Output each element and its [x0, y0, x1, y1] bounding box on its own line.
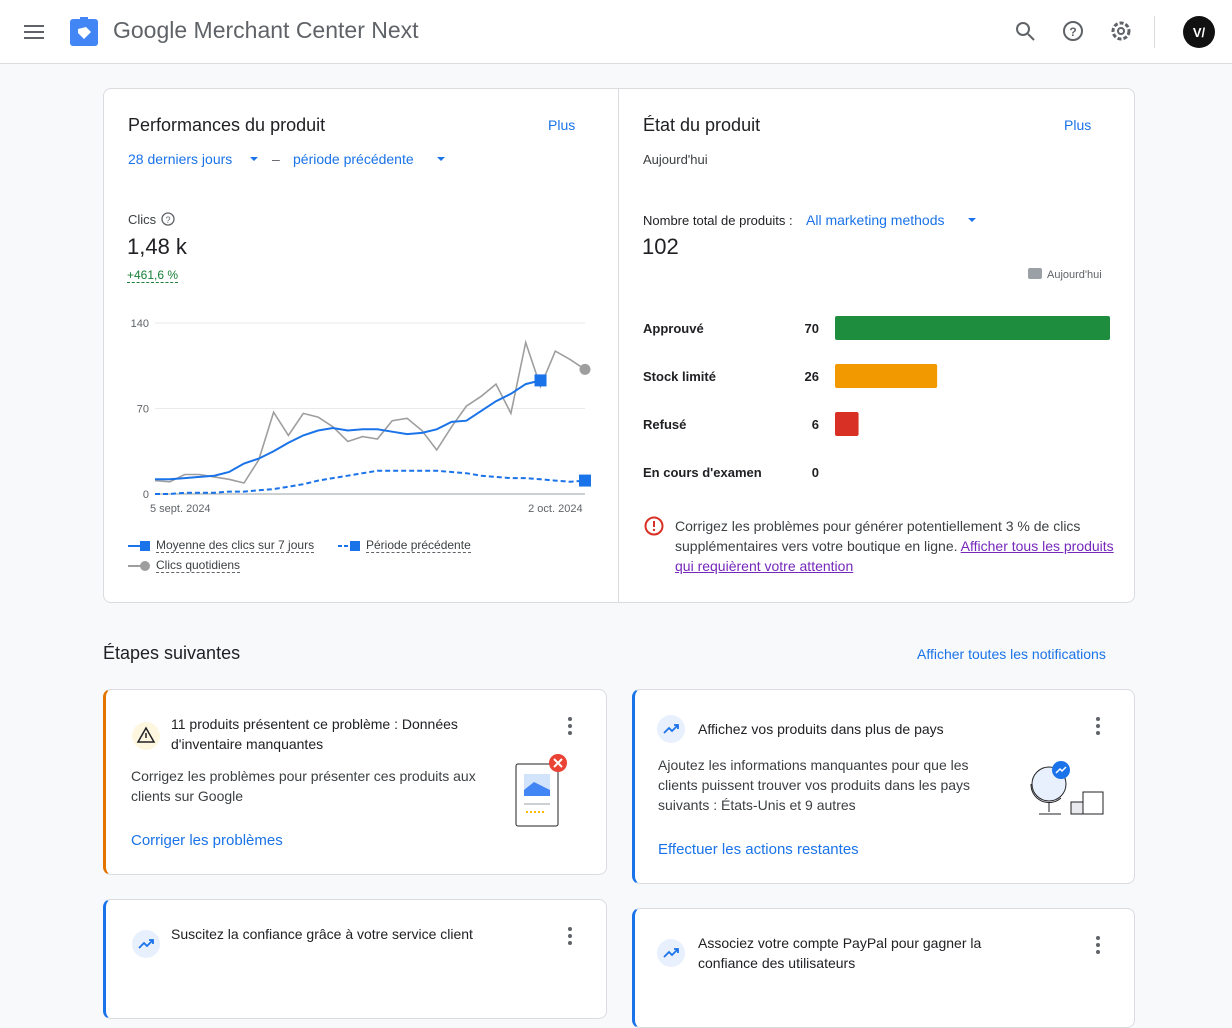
metric-value: 1,48 k — [127, 234, 187, 259]
legend-swatch — [128, 540, 150, 551]
separator: – — [272, 151, 280, 167]
svg-text:?: ? — [165, 215, 170, 225]
header: Google Merchant Center Next ? V/ — [0, 0, 1232, 64]
step-title: Suscitez la confiance grâce à votre serv… — [171, 926, 473, 942]
step-card: Suscitez la confiance grâce à votre serv… — [103, 899, 607, 1019]
date-label: Aujourd'hui — [643, 152, 708, 167]
legend-item[interactable]: Période précédente — [338, 538, 471, 553]
trend-icon — [657, 715, 685, 743]
step-action[interactable]: Corriger les problèmes — [131, 832, 283, 849]
svg-text:?: ? — [1069, 25, 1076, 39]
legend-label: Clics quotidiens — [156, 558, 241, 573]
kebab-menu[interactable] — [564, 926, 576, 946]
dropdown-arrow — [968, 218, 976, 222]
more-link[interactable]: Plus — [548, 117, 576, 133]
step-body: Corrigez les problèmes pour présenter ce… — [131, 768, 476, 804]
trend-icon — [132, 930, 160, 958]
legend-label: Moyenne des clics sur 7 jours — [156, 538, 315, 553]
more-link[interactable]: Plus — [1064, 117, 1092, 133]
legend-label: Période précédente — [366, 538, 471, 553]
metric-change: +461,6 % — [127, 268, 179, 283]
range-select[interactable]: 28 derniers jours — [128, 151, 233, 167]
legend-item[interactable]: Moyenne des clics sur 7 jours — [128, 538, 315, 553]
divider — [1154, 16, 1155, 48]
error-icon — [644, 516, 664, 536]
metric-label: Clics — [128, 212, 157, 227]
total-value: 102 — [642, 234, 679, 259]
swatch-marker — [140, 540, 150, 551]
alert-text: Corrigez les problèmes pour générer pote… — [675, 518, 1081, 554]
step-title: Associez votre compte PayPal pour gagner… — [698, 935, 982, 971]
step-card: 11 produits présentent ce problème : Don… — [103, 689, 607, 875]
app-title: Google Merchant Center Next — [113, 17, 419, 43]
section-title: Étapes suivantes — [103, 643, 241, 663]
illustration — [1030, 761, 1104, 815]
compare-select[interactable]: période précédente — [293, 151, 414, 167]
total-label: Nombre total de produits : — [643, 213, 793, 228]
alert-link[interactable]: Afficher tous les produits qui requièren… — [675, 538, 1114, 574]
filter-select[interactable]: All marketing methods — [806, 212, 945, 228]
step-card: Associez votre compte PayPal pour gagner… — [632, 908, 1135, 1028]
card-title: Performances du produit — [128, 115, 326, 135]
step-card: Affichez vos produits dans plus de pays … — [632, 689, 1135, 884]
step-title: 11 produits présentent ce problème : Don… — [171, 716, 458, 752]
step-title: Affichez vos produits dans plus de pays — [698, 721, 944, 737]
kebab-menu[interactable] — [564, 716, 576, 736]
kebab-menu[interactable] — [1092, 935, 1104, 955]
notifications-link[interactable]: Afficher toutes les notifications — [917, 646, 1106, 662]
warning-icon — [132, 722, 160, 750]
avatar[interactable]: V/ — [1182, 15, 1216, 49]
legend-swatch — [338, 540, 360, 551]
illustration — [515, 754, 567, 827]
step-action[interactable]: Effectuer les actions restantes — [658, 841, 859, 858]
help-icon[interactable]: ? — [1061, 19, 1087, 45]
swatch-marker — [140, 560, 150, 571]
dropdown-arrow — [250, 157, 258, 161]
step-body: Ajoutez les informations manquantes pour… — [658, 757, 971, 813]
settings-icon[interactable] — [1109, 19, 1135, 45]
legend-swatch — [128, 560, 150, 571]
info-icon[interactable]: ? — [161, 212, 177, 228]
divider — [618, 89, 619, 602]
search-icon[interactable] — [1013, 19, 1039, 45]
menu-icon[interactable] — [22, 20, 46, 44]
trend-icon — [657, 939, 685, 967]
logo — [70, 17, 98, 46]
svg-text:V/: V/ — [1193, 25, 1206, 40]
card-title: État du produit — [643, 115, 761, 135]
kebab-menu[interactable] — [1092, 716, 1104, 736]
dropdown-arrow — [437, 157, 445, 161]
legend-item[interactable]: Clics quotidiens — [128, 558, 241, 573]
alert: Corrigez les problèmes pour générer pote… — [675, 516, 1115, 576]
swatch-marker — [350, 540, 360, 551]
